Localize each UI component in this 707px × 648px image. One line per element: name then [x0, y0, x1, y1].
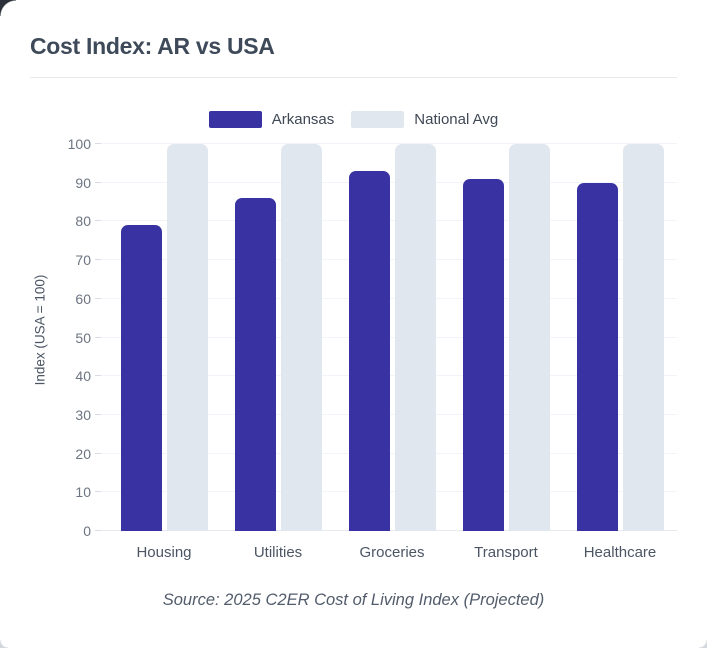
legend-label-arkansas: Arkansas	[271, 111, 335, 128]
y-tick-label: 90	[75, 174, 91, 191]
y-tick-mark	[95, 413, 101, 415]
y-tick-label: 50	[75, 329, 91, 346]
x-axis-label-groceries: Groceries	[359, 544, 425, 561]
category-group-transport: Transport	[449, 144, 563, 561]
x-axis-label-utilities: Utilities	[253, 544, 303, 561]
y-tick-mark	[95, 530, 101, 531]
y-tick-mark	[95, 336, 101, 338]
y-tick-label: 80	[75, 213, 91, 230]
bar-pair-transport	[449, 144, 563, 531]
bar-national-avg-groceries[interactable]	[394, 144, 436, 531]
legend-swatch-arkansas	[208, 111, 262, 128]
category-group-healthcare: Healthcare	[563, 144, 677, 561]
y-tick-label: 60	[75, 290, 91, 307]
y-tick-mark	[95, 259, 101, 261]
y-tick-mark	[95, 143, 101, 144]
gridline	[101, 143, 677, 144]
bar-arkansas-groceries[interactable]	[348, 171, 390, 531]
bar-pair-healthcare	[563, 144, 677, 531]
legend-item-national-avg[interactable]: National Avg	[351, 111, 498, 128]
page-corner-decoration-bottom-right	[699, 640, 707, 648]
legend-item-arkansas[interactable]: Arkansas	[208, 111, 335, 128]
bar-groups: Housing Utilities Groceries Transport Health…	[107, 144, 677, 561]
bar-national-avg-healthcare[interactable]	[622, 144, 664, 531]
y-tick-mark	[95, 452, 101, 454]
y-tick-mark	[95, 375, 101, 377]
y-tick-label: 40	[75, 368, 91, 385]
legend-swatch-national-avg	[351, 111, 405, 128]
category-group-groceries: Groceries	[335, 144, 449, 561]
plot-area: 0 10 20 30 40 50 60 70 80 90 100 Housing Utilities Gr…	[68, 136, 677, 561]
bar-arkansas-housing[interactable]	[120, 225, 162, 531]
bar-arkansas-healthcare[interactable]	[576, 182, 618, 531]
y-tick-mark	[95, 297, 101, 299]
y-tick-label: 30	[75, 406, 91, 423]
chart-legend: Arkansas National Avg	[0, 111, 707, 128]
bar-pair-housing	[107, 144, 221, 531]
bar-pair-utilities	[221, 144, 335, 531]
legend-label-national-avg: National Avg	[414, 111, 499, 128]
bar-arkansas-transport[interactable]	[462, 178, 504, 531]
x-axis-label-healthcare: Healthcare	[583, 544, 657, 561]
chart-title: Cost Index: AR vs USA	[30, 33, 275, 59]
category-group-utilities: Utilities	[221, 144, 335, 561]
y-tick-label: 70	[75, 252, 91, 269]
bar-national-avg-transport[interactable]	[508, 144, 550, 531]
title-divider	[30, 77, 677, 78]
y-tick-mark	[95, 181, 101, 183]
page-corner-decoration	[0, 0, 16, 16]
y-tick-label: 20	[75, 445, 91, 462]
x-axis-label-housing: Housing	[136, 544, 192, 561]
page-corner-decoration-bottom-left	[0, 640, 8, 648]
x-axis-label-transport: Transport	[474, 544, 538, 561]
source-caption: Source: 2025 C2ER Cost of Living Index (…	[162, 591, 545, 609]
y-tick-label: 10	[75, 484, 91, 501]
bar-arkansas-utilities[interactable]	[234, 198, 276, 531]
bar-national-avg-utilities[interactable]	[280, 144, 322, 531]
y-tick-mark	[95, 491, 101, 493]
y-tick-label: 100	[67, 136, 91, 152]
bar-national-avg-housing[interactable]	[166, 144, 208, 531]
y-tick-label: 0	[83, 523, 91, 539]
y-tick-mark	[95, 220, 101, 222]
category-group-housing: Housing	[107, 144, 221, 561]
bar-pair-groceries	[335, 144, 449, 531]
